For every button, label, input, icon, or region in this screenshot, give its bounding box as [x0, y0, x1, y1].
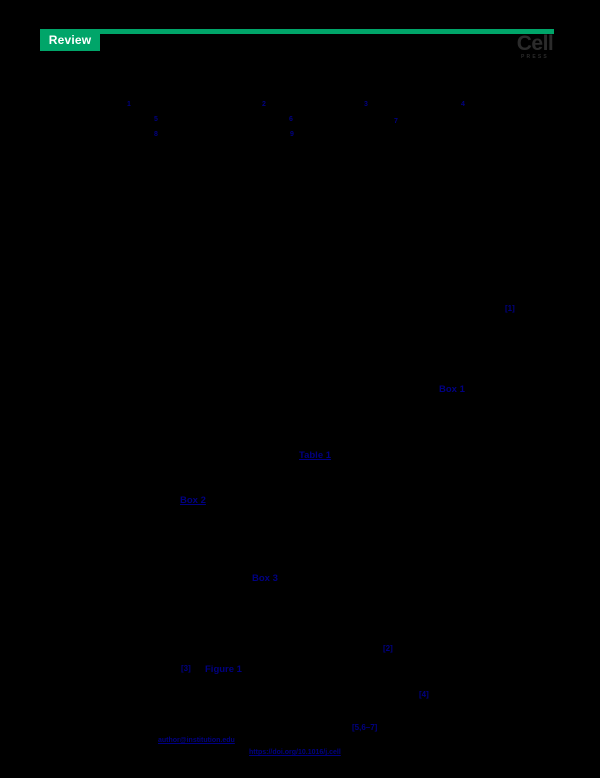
box2-link[interactable]: Box 2	[180, 495, 206, 506]
cell-press-logo: Cell PRESS	[512, 33, 558, 65]
author-superscript[interactable]: 2	[262, 101, 266, 108]
figure1-link[interactable]: Figure 1	[205, 664, 242, 675]
citation-link[interactable]: [4]	[419, 690, 429, 699]
cell-press-logo-word: Cell	[516, 32, 554, 55]
citation-link[interactable]: [3]	[181, 664, 191, 673]
author-superscript[interactable]: 4	[461, 101, 465, 108]
citation-link[interactable]: [2]	[383, 644, 393, 653]
author-superscript[interactable]: 8	[154, 131, 158, 138]
review-badge-label: Review	[48, 33, 92, 47]
correspondence-email-link[interactable]: author@institution.edu	[158, 737, 235, 744]
citation-link[interactable]: [1]	[505, 304, 515, 313]
doi-link[interactable]: https://doi.org/10.1016/j.cell	[249, 749, 341, 756]
author-superscript[interactable]: 3	[364, 101, 368, 108]
author-superscript[interactable]: 5	[154, 116, 158, 123]
box3-link[interactable]: Box 3	[252, 573, 278, 584]
citation-link[interactable]: [5,6–7]	[352, 723, 378, 732]
review-badge: Review	[40, 29, 100, 51]
author-superscript[interactable]: 1	[127, 101, 131, 108]
author-superscript[interactable]: 9	[290, 131, 294, 138]
cell-press-logo-sub: PRESS	[521, 54, 549, 60]
author-superscript[interactable]: 7	[394, 118, 398, 125]
header-accent-rule	[40, 29, 554, 34]
author-superscript[interactable]: 6	[289, 116, 293, 123]
box1-link[interactable]: Box 1	[439, 384, 465, 395]
table1-link[interactable]: Table 1	[299, 450, 332, 461]
